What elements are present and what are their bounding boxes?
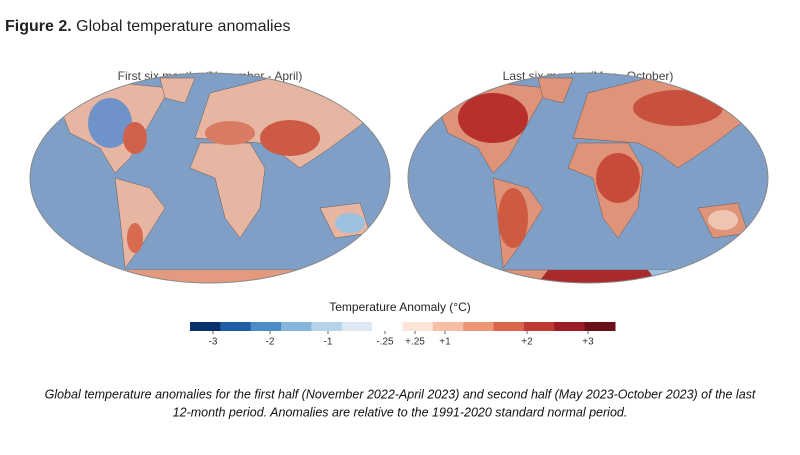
colorbar-tick-label: +3 [582, 337, 594, 348]
colorbar-swatch [311, 322, 343, 331]
colorbar-tick-label: -3 [209, 337, 218, 348]
colorbar-swatch [432, 322, 464, 331]
colorbar-tick-label: -1 [324, 337, 333, 348]
figure-heading: Figure 2. Global temperature anomalies [5, 18, 290, 35]
colorbar-swatch [341, 322, 373, 331]
colorbar-swatch [190, 322, 221, 331]
legend-title: Temperature Anomaly (°C) [329, 300, 471, 314]
colorbar-swatch [554, 322, 586, 331]
colorbar-swatch [463, 322, 495, 331]
colorbar-tick-label: +1 [439, 337, 451, 348]
colorbar-swatch [220, 322, 252, 331]
colorbar-swatch [372, 322, 403, 331]
caption-line: 12-month period. Anomalies are relative … [173, 405, 628, 419]
colorbar-tick-label: -2 [266, 337, 275, 348]
colorbar-swatch [250, 322, 282, 331]
colorbar: -3 -2 -1 -.25 +.25 +1 +2 +3 [190, 322, 616, 348]
colorbar-tick-label: +.25 [405, 337, 425, 348]
map-left [29, 72, 391, 284]
colorbar-swatch [493, 322, 525, 331]
colorbar-tick-label: +2 [521, 337, 533, 348]
figure-title: Global temperature anomalies [76, 18, 290, 35]
colorbar-swatch [584, 322, 616, 331]
map-right [407, 72, 769, 284]
colorbar-swatch [402, 322, 434, 331]
colorbar-swatch [523, 322, 555, 331]
colorbar-tick-label: -.25 [376, 337, 394, 348]
colorbar-swatch [281, 322, 312, 331]
figure-label: Figure 2. [5, 18, 72, 35]
caption-line: Global temperature anomalies for the fir… [45, 387, 756, 401]
